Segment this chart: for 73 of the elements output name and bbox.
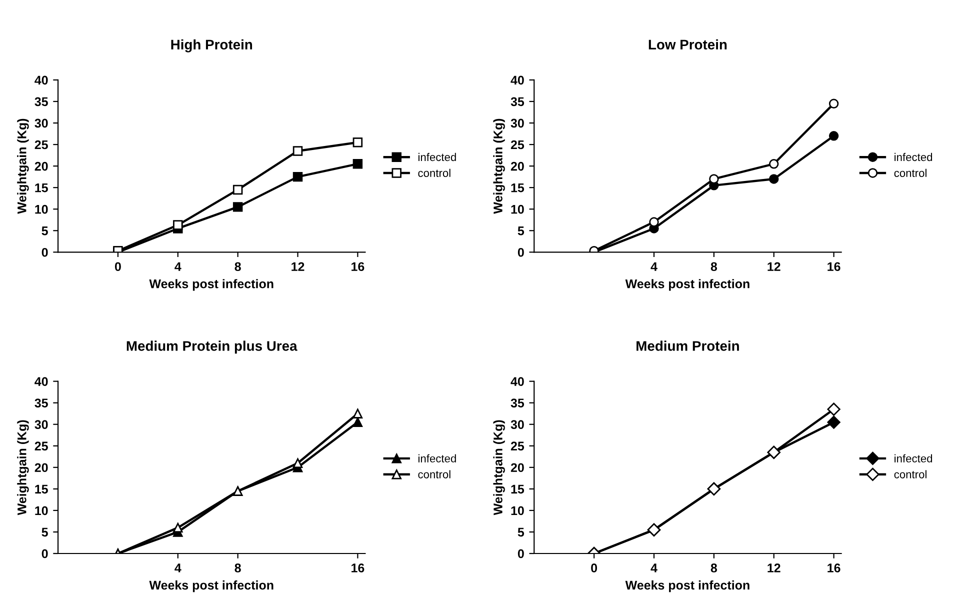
y-tick-label: 15 — [511, 184, 524, 192]
y-tick-label: 20 — [510, 162, 524, 171]
y-tick-label: 30 — [34, 420, 48, 430]
y-tick-label: 15 — [35, 484, 48, 494]
chart-title: Medium Protein plus Urea — [126, 340, 298, 354]
y-tick-label: 0 — [518, 248, 524, 257]
x-tick-label: 8 — [710, 564, 718, 572]
x-tick-label: 4 — [650, 564, 658, 572]
x-tick-label: 4 — [174, 564, 182, 572]
legend-label: infected — [894, 152, 932, 162]
chart-title: Medium Protein — [636, 340, 739, 351]
x-tick-label: 8 — [234, 262, 241, 272]
chart-title: High Protein — [171, 39, 252, 52]
y-tick-label: 5 — [518, 528, 524, 537]
x-axis-title: Weeks post infection — [625, 580, 750, 592]
x-tick-label: 0 — [114, 262, 121, 272]
y-tick-label: 30 — [34, 118, 48, 128]
y-tick-label: 0 — [42, 248, 48, 257]
y-axis-title: Weightgain (Kg) — [17, 420, 29, 516]
y-tick-label: 5 — [42, 528, 48, 537]
x-tick-label: 4 — [650, 262, 658, 271]
y-tick-label: 10 — [35, 204, 48, 214]
x-tick-label: 8 — [234, 564, 241, 572]
chart-title: Low Protein — [648, 39, 727, 50]
y-tick-label: 30 — [510, 420, 524, 430]
x-axis-title: Weeks post infection — [149, 580, 274, 592]
y-tick-label: 5 — [518, 226, 524, 236]
y-tick-label: 15 — [35, 184, 48, 192]
x-tick-label: 12 — [768, 564, 780, 572]
y-tick-label: 10 — [511, 506, 524, 516]
legend-label: control — [418, 470, 450, 478]
x-tick-label: 16 — [828, 262, 840, 272]
y-tick-label: 40 — [34, 76, 48, 85]
x-tick-label: 12 — [768, 262, 780, 271]
x-tick-label: 16 — [352, 262, 364, 272]
x-axis-title: Weeks post infection — [149, 279, 274, 291]
y-tick-label: 25 — [34, 442, 48, 451]
y-tick-label: 40 — [510, 377, 524, 386]
legend-label: control — [894, 470, 926, 478]
y-tick-label: 20 — [34, 463, 48, 472]
x-tick-label: 4 — [174, 262, 182, 271]
y-tick-label: 10 — [35, 506, 48, 516]
x-axis-title: Weeks post infection — [625, 279, 750, 291]
y-tick-label: 35 — [34, 97, 48, 106]
y-axis-title: Weightgain (Kg) — [493, 118, 505, 214]
y-tick-label: 30 — [510, 118, 524, 128]
y-axis-title: Weightgain (Kg) — [17, 118, 29, 214]
y-tick-label: 0 — [518, 549, 524, 558]
y-tick-label: 20 — [510, 463, 524, 472]
y-tick-label: 35 — [34, 398, 48, 408]
y-tick-label: 10 — [511, 204, 524, 214]
legend-label: infected — [418, 454, 456, 462]
legend-label: infected — [418, 152, 456, 162]
x-tick-label: 12 — [292, 262, 304, 271]
y-axis-title: Weightgain (Kg) — [493, 420, 505, 516]
y-tick-label: 25 — [34, 140, 48, 150]
y-tick-label: 35 — [510, 398, 524, 408]
y-tick-label: 20 — [34, 162, 48, 171]
y-tick-label: 40 — [34, 377, 48, 386]
y-tick-label: 5 — [42, 226, 48, 236]
y-tick-label: 35 — [510, 97, 524, 106]
y-tick-label: 0 — [42, 549, 48, 558]
x-tick-label: 16 — [352, 564, 364, 572]
y-tick-label: 25 — [510, 442, 524, 451]
y-tick-label: 25 — [510, 140, 524, 150]
y-tick-label: 40 — [510, 76, 524, 85]
legend-label: control — [418, 168, 450, 177]
y-tick-label: 15 — [511, 484, 524, 494]
legend-label: infected — [894, 454, 932, 462]
x-tick-label: 16 — [828, 564, 840, 572]
legend-label: control — [894, 168, 926, 177]
x-tick-label: 8 — [710, 262, 718, 272]
x-tick-label: 0 — [591, 564, 598, 572]
